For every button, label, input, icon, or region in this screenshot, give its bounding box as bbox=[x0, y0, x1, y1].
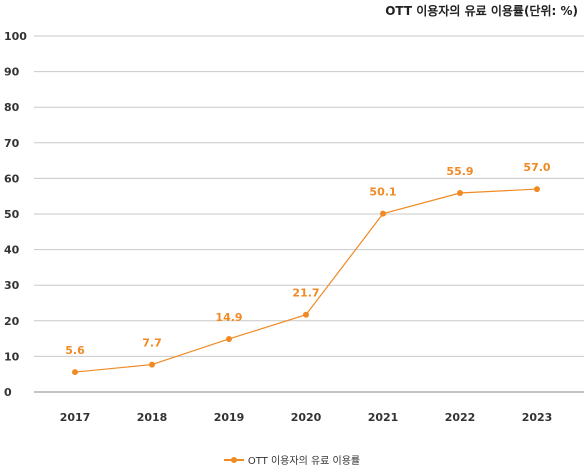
data-point bbox=[303, 311, 309, 318]
data-point bbox=[457, 189, 463, 196]
y-tick-label: 100 bbox=[4, 30, 27, 43]
x-tick-label: 2018 bbox=[137, 411, 168, 424]
data-label: 5.6 bbox=[65, 344, 85, 357]
data-point bbox=[72, 369, 78, 376]
x-tick-label: 2019 bbox=[214, 411, 245, 424]
data-label: 50.1 bbox=[369, 186, 396, 199]
x-tick-label: 2021 bbox=[368, 411, 399, 424]
y-tick-label: 20 bbox=[4, 315, 20, 328]
data-point bbox=[226, 335, 232, 342]
legend-label: OTT 이용자의 유료 이용률 bbox=[247, 456, 361, 467]
y-tick-label: 40 bbox=[4, 244, 20, 257]
y-tick-label: 50 bbox=[4, 208, 20, 221]
x-tick-label: 2023 bbox=[522, 411, 553, 424]
data-point bbox=[534, 186, 540, 193]
data-label: 55.9 bbox=[446, 165, 473, 178]
legend: OTT 이용자의 유료 이용률 bbox=[0, 452, 584, 467]
legend-swatch bbox=[223, 457, 244, 463]
data-label: 7.7 bbox=[142, 337, 162, 350]
y-tick-label: 30 bbox=[4, 279, 20, 292]
data-point bbox=[380, 210, 386, 217]
data-point bbox=[149, 361, 155, 368]
data-label: 14.9 bbox=[215, 311, 242, 324]
x-tick-label: 2022 bbox=[445, 411, 476, 424]
y-tick-label: 10 bbox=[4, 350, 20, 363]
data-label: 21.7 bbox=[292, 287, 319, 300]
chart-title: OTT 이용자의 유료 이용률(단위: %) bbox=[385, 4, 578, 18]
data-label: 57.0 bbox=[523, 161, 550, 174]
y-tick-label: 60 bbox=[4, 172, 20, 185]
y-tick-label: 70 bbox=[4, 137, 20, 150]
y-tick-label: 90 bbox=[4, 66, 20, 79]
y-tick-label: 80 bbox=[4, 101, 20, 114]
x-tick-label: 2020 bbox=[291, 411, 322, 424]
y-tick-label: 0 bbox=[4, 386, 12, 399]
x-tick-label: 2017 bbox=[60, 411, 91, 424]
